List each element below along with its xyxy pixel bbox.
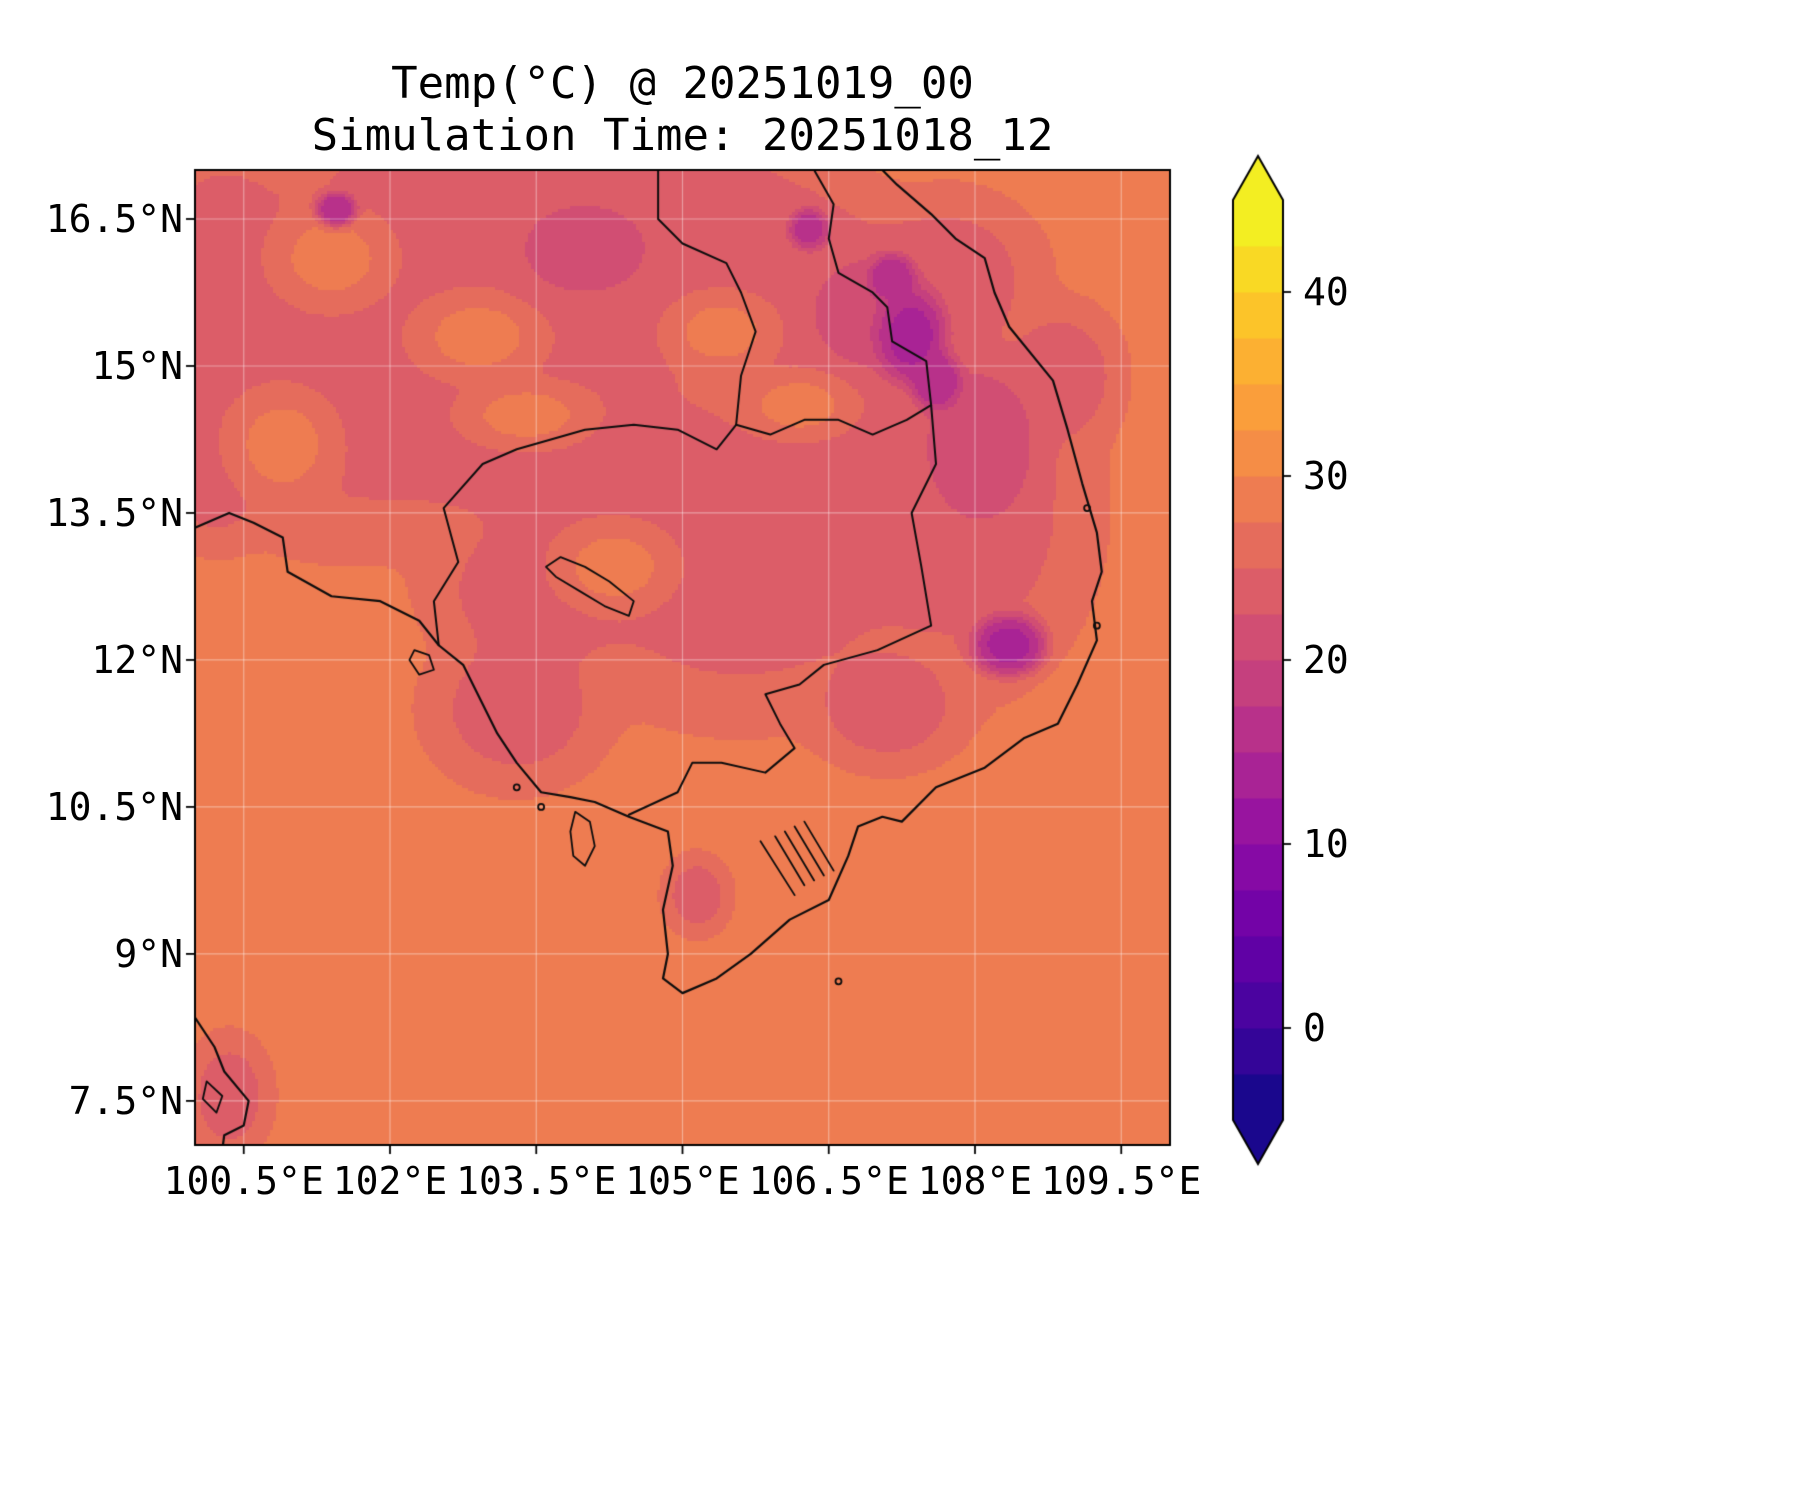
x-tick-label: 100.5°E [163, 1159, 324, 1203]
colorbar-tick-label: 0 [1303, 1006, 1326, 1050]
y-tick-label: 10.5°N [45, 784, 183, 829]
y-tick-label: 13.5°N [45, 490, 183, 535]
x-tick-label: 106.5°E [748, 1159, 909, 1203]
x-tick-label: 103.5°E [456, 1159, 617, 1203]
y-tick-label: 7.5°N [68, 1078, 183, 1123]
x-tick-label: 109.5°E [1041, 1159, 1202, 1203]
y-tick-label: 9°N [114, 931, 183, 976]
y-tick-label: 16.5°N [45, 196, 183, 241]
chart-title: Temp(°C) @ 20251019_00 [391, 58, 974, 109]
x-tick-label: 102°E [332, 1159, 448, 1203]
colorbar-tick-label: 20 [1303, 638, 1349, 682]
colorbar-tick-label: 30 [1303, 454, 1349, 498]
y-tick-label: 15°N [91, 343, 183, 388]
y-tick-label: 12°N [91, 637, 183, 682]
x-tick-label: 108°E [917, 1159, 1033, 1203]
colorbar-tick-label: 40 [1303, 270, 1349, 314]
colorbar-tick-label: 10 [1303, 822, 1349, 866]
x-tick-label: 105°E [625, 1159, 740, 1203]
chart-subtitle: Simulation Time: 20251018_12 [311, 110, 1054, 161]
